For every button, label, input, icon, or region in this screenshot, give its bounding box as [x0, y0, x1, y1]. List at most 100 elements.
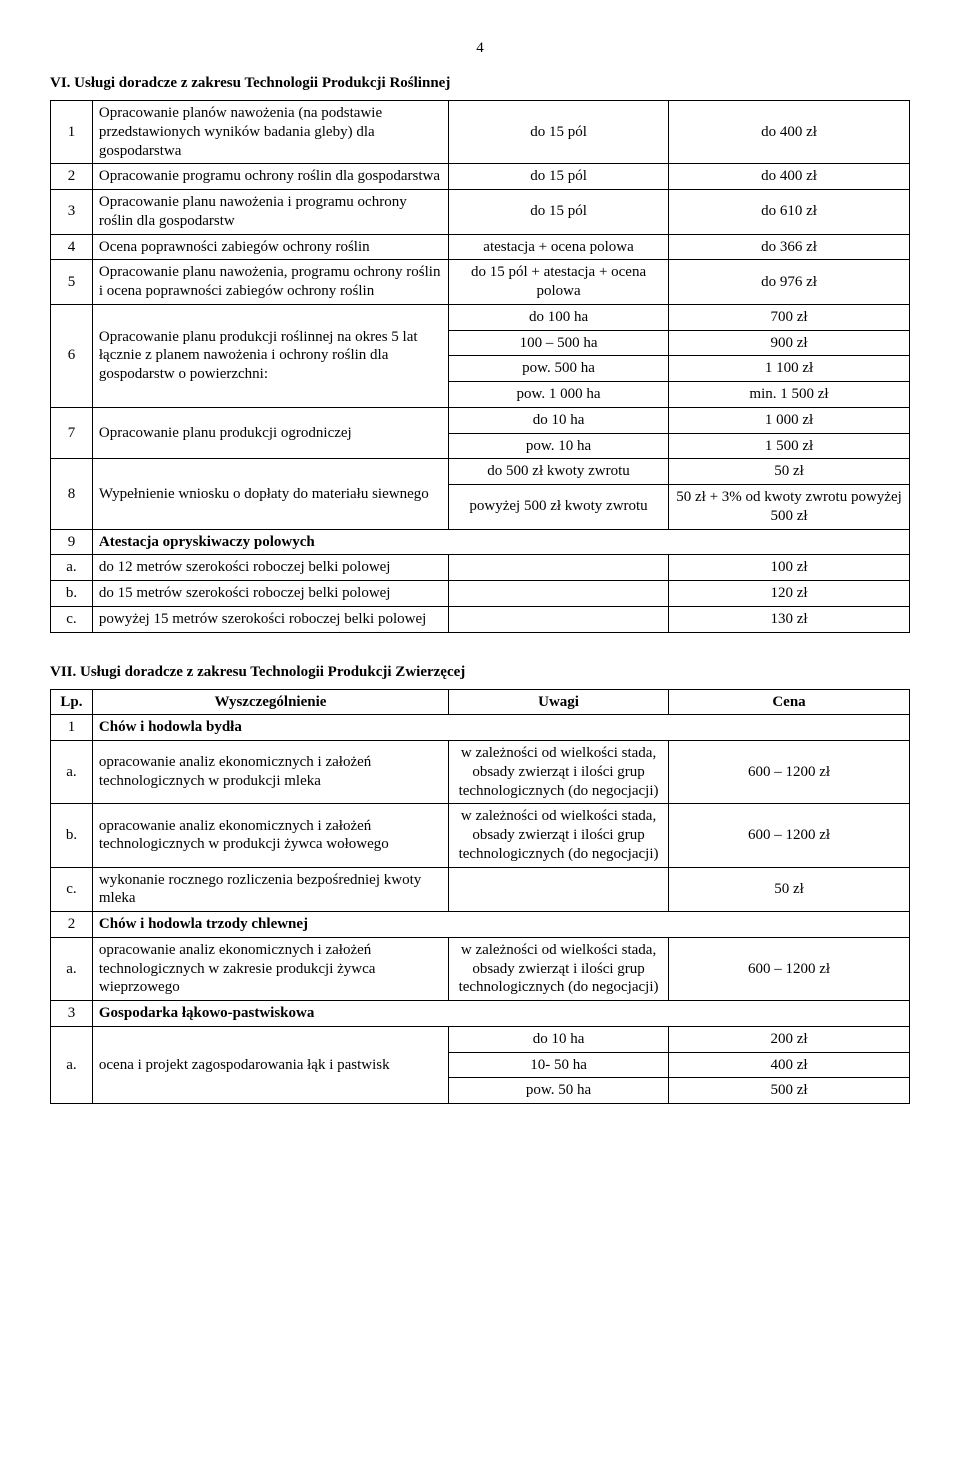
- cell-lp: a.: [51, 937, 93, 1000]
- cell-desc: Opracowanie planu nawożenia i programu o…: [92, 190, 448, 235]
- hdr-uwagi: Uwagi: [449, 689, 669, 715]
- cell-c: do 366 zł: [669, 234, 910, 260]
- table-row: a. opracowanie analiz ekonomicznych i za…: [51, 937, 910, 1000]
- table-row: 8 Wypełnienie wniosku o dopłaty do mater…: [51, 459, 910, 485]
- cell-c: 1 000 zł: [669, 407, 910, 433]
- table-row: 1 Chów i hodowla bydła: [51, 715, 910, 741]
- cell-lp: 6: [51, 304, 93, 407]
- section-vi-title: VI. Usługi doradcze z zakresu Technologi…: [50, 75, 910, 92]
- cell-lp: b.: [51, 804, 93, 867]
- cell-u: 100 – 500 ha: [449, 330, 669, 356]
- cell-c: do 976 zł: [669, 260, 910, 305]
- table-section-vii: Lp. Wyszczególnienie Uwagi Cena 1 Chów i…: [50, 689, 910, 1105]
- cell-u: 10- 50 ha: [449, 1052, 669, 1078]
- cell-u: [449, 581, 669, 607]
- cell-u: pow. 500 ha: [449, 356, 669, 382]
- section-vii-title: VII. Usługi doradcze z zakresu Technolog…: [50, 664, 910, 681]
- table-row: a. do 12 metrów szerokości roboczej belk…: [51, 555, 910, 581]
- cell-desc: powyżej 15 metrów szerokości roboczej be…: [92, 606, 448, 632]
- cell-c: 200 zł: [669, 1026, 910, 1052]
- cell-lp: 2: [51, 164, 93, 190]
- table-row: 7 Opracowanie planu produkcji ogrodnicze…: [51, 407, 910, 433]
- cell-lp: 3: [51, 190, 93, 235]
- table-row: 5 Opracowanie planu nawożenia, programu …: [51, 260, 910, 305]
- cell-u: do 10 ha: [449, 1026, 669, 1052]
- cell-lp: 4: [51, 234, 93, 260]
- cell-c: 600 – 1200 zł: [669, 804, 910, 867]
- cell-lp: c.: [51, 867, 93, 912]
- cell-c: 130 zł: [669, 606, 910, 632]
- cell-lp: b.: [51, 581, 93, 607]
- hdr-cena: Cena: [669, 689, 910, 715]
- hdr-desc: Wyszczególnienie: [92, 689, 448, 715]
- page-number: 4: [50, 40, 910, 57]
- cell-desc: Wypełnienie wniosku o dopłaty do materia…: [92, 459, 448, 529]
- cell-lp: 7: [51, 407, 93, 459]
- cell-c: 50 zł: [669, 867, 910, 912]
- cell-desc: Opracowanie planów nawożenia (na podstaw…: [92, 101, 448, 164]
- cell-desc: Gospodarka łąkowo-pastwiskowa: [92, 1001, 909, 1027]
- cell-desc: Ocena poprawności zabiegów ochrony rośli…: [92, 234, 448, 260]
- cell-u: [449, 867, 669, 912]
- cell-desc: wykonanie rocznego rozliczenia bezpośred…: [92, 867, 448, 912]
- cell-desc: opracowanie analiz ekonomicznych i założ…: [92, 937, 448, 1000]
- cell-desc: opracowanie analiz ekonomicznych i założ…: [92, 741, 448, 804]
- cell-desc: do 12 metrów szerokości roboczej belki p…: [92, 555, 448, 581]
- cell-lp: a.: [51, 1026, 93, 1103]
- cell-c: 900 zł: [669, 330, 910, 356]
- cell-desc: do 15 metrów szerokości roboczej belki p…: [92, 581, 448, 607]
- table-row: 1 Opracowanie planów nawożenia (na podst…: [51, 101, 910, 164]
- table-row: 4 Ocena poprawności zabiegów ochrony roś…: [51, 234, 910, 260]
- cell-u: do 15 pól: [449, 164, 669, 190]
- cell-c: 50 zł: [669, 459, 910, 485]
- table-row: 3 Opracowanie planu nawożenia i programu…: [51, 190, 910, 235]
- cell-u: pow. 1 000 ha: [449, 382, 669, 408]
- cell-c: 400 zł: [669, 1052, 910, 1078]
- cell-desc: Opracowanie planu produkcji roślinnej na…: [92, 304, 448, 407]
- cell-c: 1 500 zł: [669, 433, 910, 459]
- cell-c: 600 – 1200 zł: [669, 937, 910, 1000]
- header-row: Lp. Wyszczególnienie Uwagi Cena: [51, 689, 910, 715]
- cell-c: 500 zł: [669, 1078, 910, 1104]
- cell-desc: opracowanie analiz ekonomicznych i założ…: [92, 804, 448, 867]
- cell-lp: a.: [51, 741, 93, 804]
- table-row: c. powyżej 15 metrów szerokości roboczej…: [51, 606, 910, 632]
- cell-u: pow. 10 ha: [449, 433, 669, 459]
- cell-u: do 15 pól: [449, 190, 669, 235]
- cell-c: min. 1 500 zł: [669, 382, 910, 408]
- cell-desc: Opracowanie planu nawożenia, programu oc…: [92, 260, 448, 305]
- cell-u: w zależności od wielkości stada, obsady …: [449, 741, 669, 804]
- cell-lp: 3: [51, 1001, 93, 1027]
- table-row: a. ocena i projekt zagospodarowania łąk …: [51, 1026, 910, 1052]
- cell-u: w zależności od wielkości stada, obsady …: [449, 937, 669, 1000]
- cell-u: pow. 50 ha: [449, 1078, 669, 1104]
- cell-c: 700 zł: [669, 304, 910, 330]
- cell-desc: Opracowanie programu ochrony roślin dla …: [92, 164, 448, 190]
- cell-lp: 1: [51, 715, 93, 741]
- hdr-lp: Lp.: [51, 689, 93, 715]
- cell-desc: Opracowanie planu produkcji ogrodniczej: [92, 407, 448, 459]
- cell-c: do 610 zł: [669, 190, 910, 235]
- table-row: 2 Opracowanie programu ochrony roślin dl…: [51, 164, 910, 190]
- cell-desc: Chów i hodowla bydła: [92, 715, 909, 741]
- cell-lp: 8: [51, 459, 93, 529]
- cell-u: [449, 555, 669, 581]
- cell-u: do 15 pól + atestacja + ocena polowa: [449, 260, 669, 305]
- cell-u: w zależności od wielkości stada, obsady …: [449, 804, 669, 867]
- cell-lp: 9: [51, 529, 93, 555]
- cell-lp: c.: [51, 606, 93, 632]
- cell-c: 600 – 1200 zł: [669, 741, 910, 804]
- cell-u: do 10 ha: [449, 407, 669, 433]
- cell-c: 120 zł: [669, 581, 910, 607]
- cell-c: do 400 zł: [669, 101, 910, 164]
- table-row: 2 Chów i hodowla trzody chlewnej: [51, 912, 910, 938]
- cell-u: atestacja + ocena polowa: [449, 234, 669, 260]
- cell-c: 1 100 zł: [669, 356, 910, 382]
- cell-lp: a.: [51, 555, 93, 581]
- cell-c: do 400 zł: [669, 164, 910, 190]
- cell-desc: ocena i projekt zagospodarowania łąk i p…: [92, 1026, 448, 1103]
- cell-desc: Chów i hodowla trzody chlewnej: [92, 912, 909, 938]
- table-row: 3 Gospodarka łąkowo-pastwiskowa: [51, 1001, 910, 1027]
- cell-lp: 5: [51, 260, 93, 305]
- cell-lp: 2: [51, 912, 93, 938]
